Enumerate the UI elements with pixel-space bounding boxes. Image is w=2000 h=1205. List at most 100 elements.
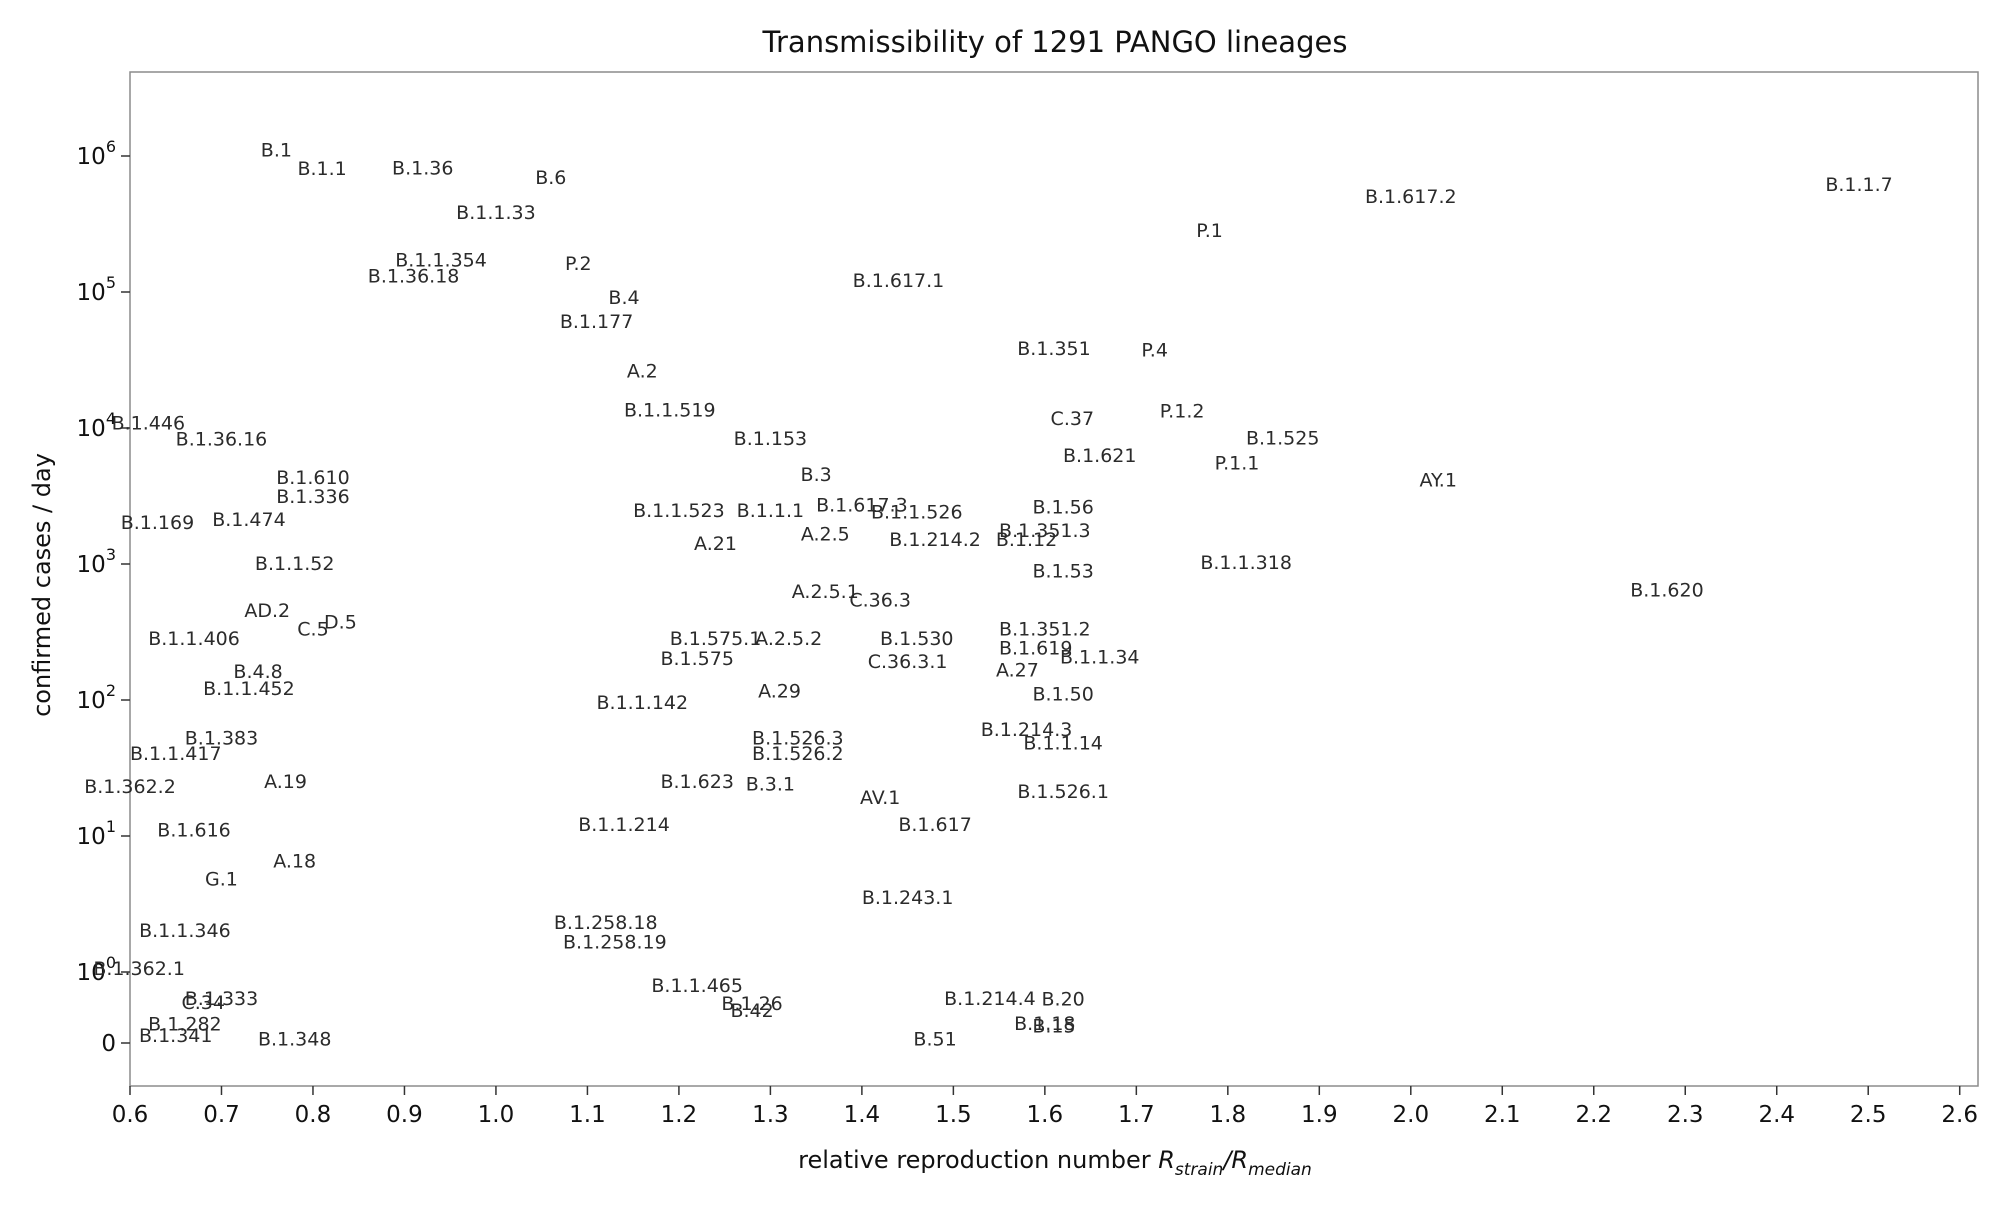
- data-point-label: B.3: [801, 464, 832, 486]
- x-axis-label-slash: /R: [1221, 1146, 1248, 1174]
- data-point-label: B.1.575.1: [670, 628, 762, 650]
- data-point-label: B.1.446: [112, 412, 185, 434]
- data-point-label: C.34: [181, 992, 224, 1014]
- data-point-label: B.1.526.1: [1017, 781, 1109, 803]
- y-tick-label: 100: [77, 953, 116, 986]
- x-tick-label: 1.0: [478, 1102, 515, 1128]
- y-tick-label: 105: [77, 273, 116, 306]
- data-point-label: B.1.12: [996, 529, 1057, 551]
- data-point-label: A.21: [694, 533, 737, 555]
- x-axis: 0.6 0.7 0.8 0.9 1.0 1.1 1.2 1.3 1.4 1.5 1.6 1.7 1.8 1…: [112, 1086, 1978, 1128]
- x-tick-label: 1.6: [1027, 1102, 1064, 1128]
- x-tick-label: 1.9: [1301, 1102, 1338, 1128]
- data-point-label: B.1.617: [898, 814, 971, 836]
- x-tick-label: 1.2: [661, 1102, 698, 1128]
- data-point-label: B.1.1.142: [597, 692, 689, 714]
- data-point-label: B.1.617.3: [816, 494, 908, 516]
- data-point-label: P.2: [565, 253, 592, 275]
- data-point-label: B.1.619: [999, 637, 1072, 659]
- data-point-label: B.1.36.18: [368, 266, 460, 288]
- data-point-label: B.1.177: [560, 311, 633, 333]
- x-tick-label: 0.8: [295, 1102, 332, 1128]
- data-point-label: B.1.1.14: [1023, 732, 1103, 754]
- data-point-label: B.1.214.4: [944, 988, 1036, 1010]
- data-point-label: B.1.1.526: [871, 501, 963, 523]
- data-point-label: B.1.616: [157, 819, 230, 841]
- plot-frame: [129, 71, 1979, 1087]
- data-point-label: G.1: [205, 868, 238, 890]
- data-point-label: B.1.336: [276, 486, 349, 508]
- x-tick-label: 1.8: [1210, 1102, 1247, 1128]
- x-tick-label: 2.6: [1941, 1102, 1978, 1128]
- data-point-label: B.4: [608, 287, 639, 309]
- data-point-label: A.19: [264, 771, 307, 793]
- data-point-label: B.1.56: [1032, 497, 1093, 519]
- data-point-label: B.1.18: [1014, 1013, 1075, 1035]
- data-point-label: P.1: [1196, 220, 1223, 242]
- data-point-label: B.1.617.2: [1365, 186, 1457, 208]
- data-point-label: B.1.575: [660, 648, 733, 670]
- data-point-label: B.1.282: [148, 1014, 221, 1036]
- x-tick-label: 2.3: [1667, 1102, 1704, 1128]
- data-point-label: B.1.36.16: [176, 429, 268, 451]
- x-tick-label: 1.1: [569, 1102, 606, 1128]
- data-point-label: B.1.1.452: [203, 678, 295, 700]
- data-point-label: B.20: [1042, 989, 1085, 1011]
- data-point-label: B.1.1.346: [139, 920, 231, 942]
- x-tick-label: 0.7: [203, 1102, 240, 1128]
- x-tick-label: 2.1: [1484, 1102, 1521, 1128]
- data-point-label: B.1.526.3: [752, 728, 844, 750]
- data-point-label: C.5: [297, 618, 328, 640]
- data-point-label: B.1.362.1: [93, 958, 185, 980]
- data-point-label: B.1.474: [212, 509, 285, 531]
- data-point-label: B.6: [535, 167, 566, 189]
- data-point-label: B.1.1.354: [395, 250, 487, 272]
- y-tick-label: 0: [101, 1031, 116, 1057]
- x-tick-label: 1.7: [1118, 1102, 1155, 1128]
- x-tick-label: 1.3: [752, 1102, 789, 1128]
- data-point-label: B.1.1.318: [1200, 552, 1292, 574]
- data-point-label: B.1.258.18: [554, 912, 658, 934]
- data-point-label: B.1.526.2: [752, 743, 844, 765]
- data-point-label: B.1.351: [1017, 338, 1090, 360]
- data-point-label: B.4.8: [233, 661, 282, 683]
- data-point-label: D.5: [324, 612, 357, 634]
- x-tick-label: 1.4: [844, 1102, 881, 1128]
- data-point-label: B.3.1: [746, 773, 795, 795]
- data-point-label: B.1.1.406: [148, 628, 240, 650]
- y-tick-label: 106: [77, 137, 116, 170]
- data-point-label: B.1.1.417: [130, 743, 222, 765]
- y-axis: 0 100 101 102 103 104 105 106: [77, 137, 130, 1057]
- y-tick-label: 102: [77, 681, 116, 714]
- data-point-label: AV.1: [860, 787, 900, 809]
- data-point-label: B.1.1.33: [456, 202, 536, 224]
- x-axis-label: relative reproduction number Rstrain/Rme…: [798, 1146, 1312, 1180]
- data-point-label: B.42: [730, 1000, 773, 1022]
- y-tick-label: 101: [77, 817, 116, 850]
- data-point-label: A.18: [273, 850, 316, 872]
- data-point-label: B.1.1.465: [651, 975, 743, 997]
- data-point-label: B.1.50: [1032, 683, 1093, 705]
- x-tick-label: 0.6: [112, 1102, 149, 1128]
- data-point-label: B.1.383: [185, 728, 258, 750]
- data-point-label: B.51: [913, 1028, 956, 1050]
- data-point-label: B.1.623: [660, 771, 733, 793]
- x-axis-label-sub1: strain: [1175, 1160, 1223, 1180]
- data-point-label: B.1: [261, 139, 292, 161]
- data-points: B.1B.1.1 B.1.36 B.6 B.1.1.33 B.1.1.7 B.1.617.…: [84, 139, 1893, 1050]
- data-point-label: B.1.169: [121, 512, 194, 534]
- data-point-label: A.29: [758, 681, 801, 703]
- data-point-label: P.4: [1141, 340, 1168, 362]
- data-point-label: B.1.351.3: [999, 520, 1091, 542]
- data-point-label: A.2.5: [801, 523, 850, 545]
- data-point-label: A.2.5.1: [792, 581, 859, 603]
- data-point-label: B.1.362.2: [84, 776, 176, 798]
- data-point-label: B.15: [1032, 1016, 1075, 1038]
- x-tick-label: 2.5: [1850, 1102, 1887, 1128]
- data-point-label: B.1.214.2: [889, 529, 981, 551]
- data-point-label: B.1.341: [139, 1025, 212, 1047]
- data-point-label: B.1.53: [1032, 561, 1093, 583]
- data-point-label: AD.2: [244, 600, 290, 622]
- data-point-label: B.1.26: [721, 993, 782, 1015]
